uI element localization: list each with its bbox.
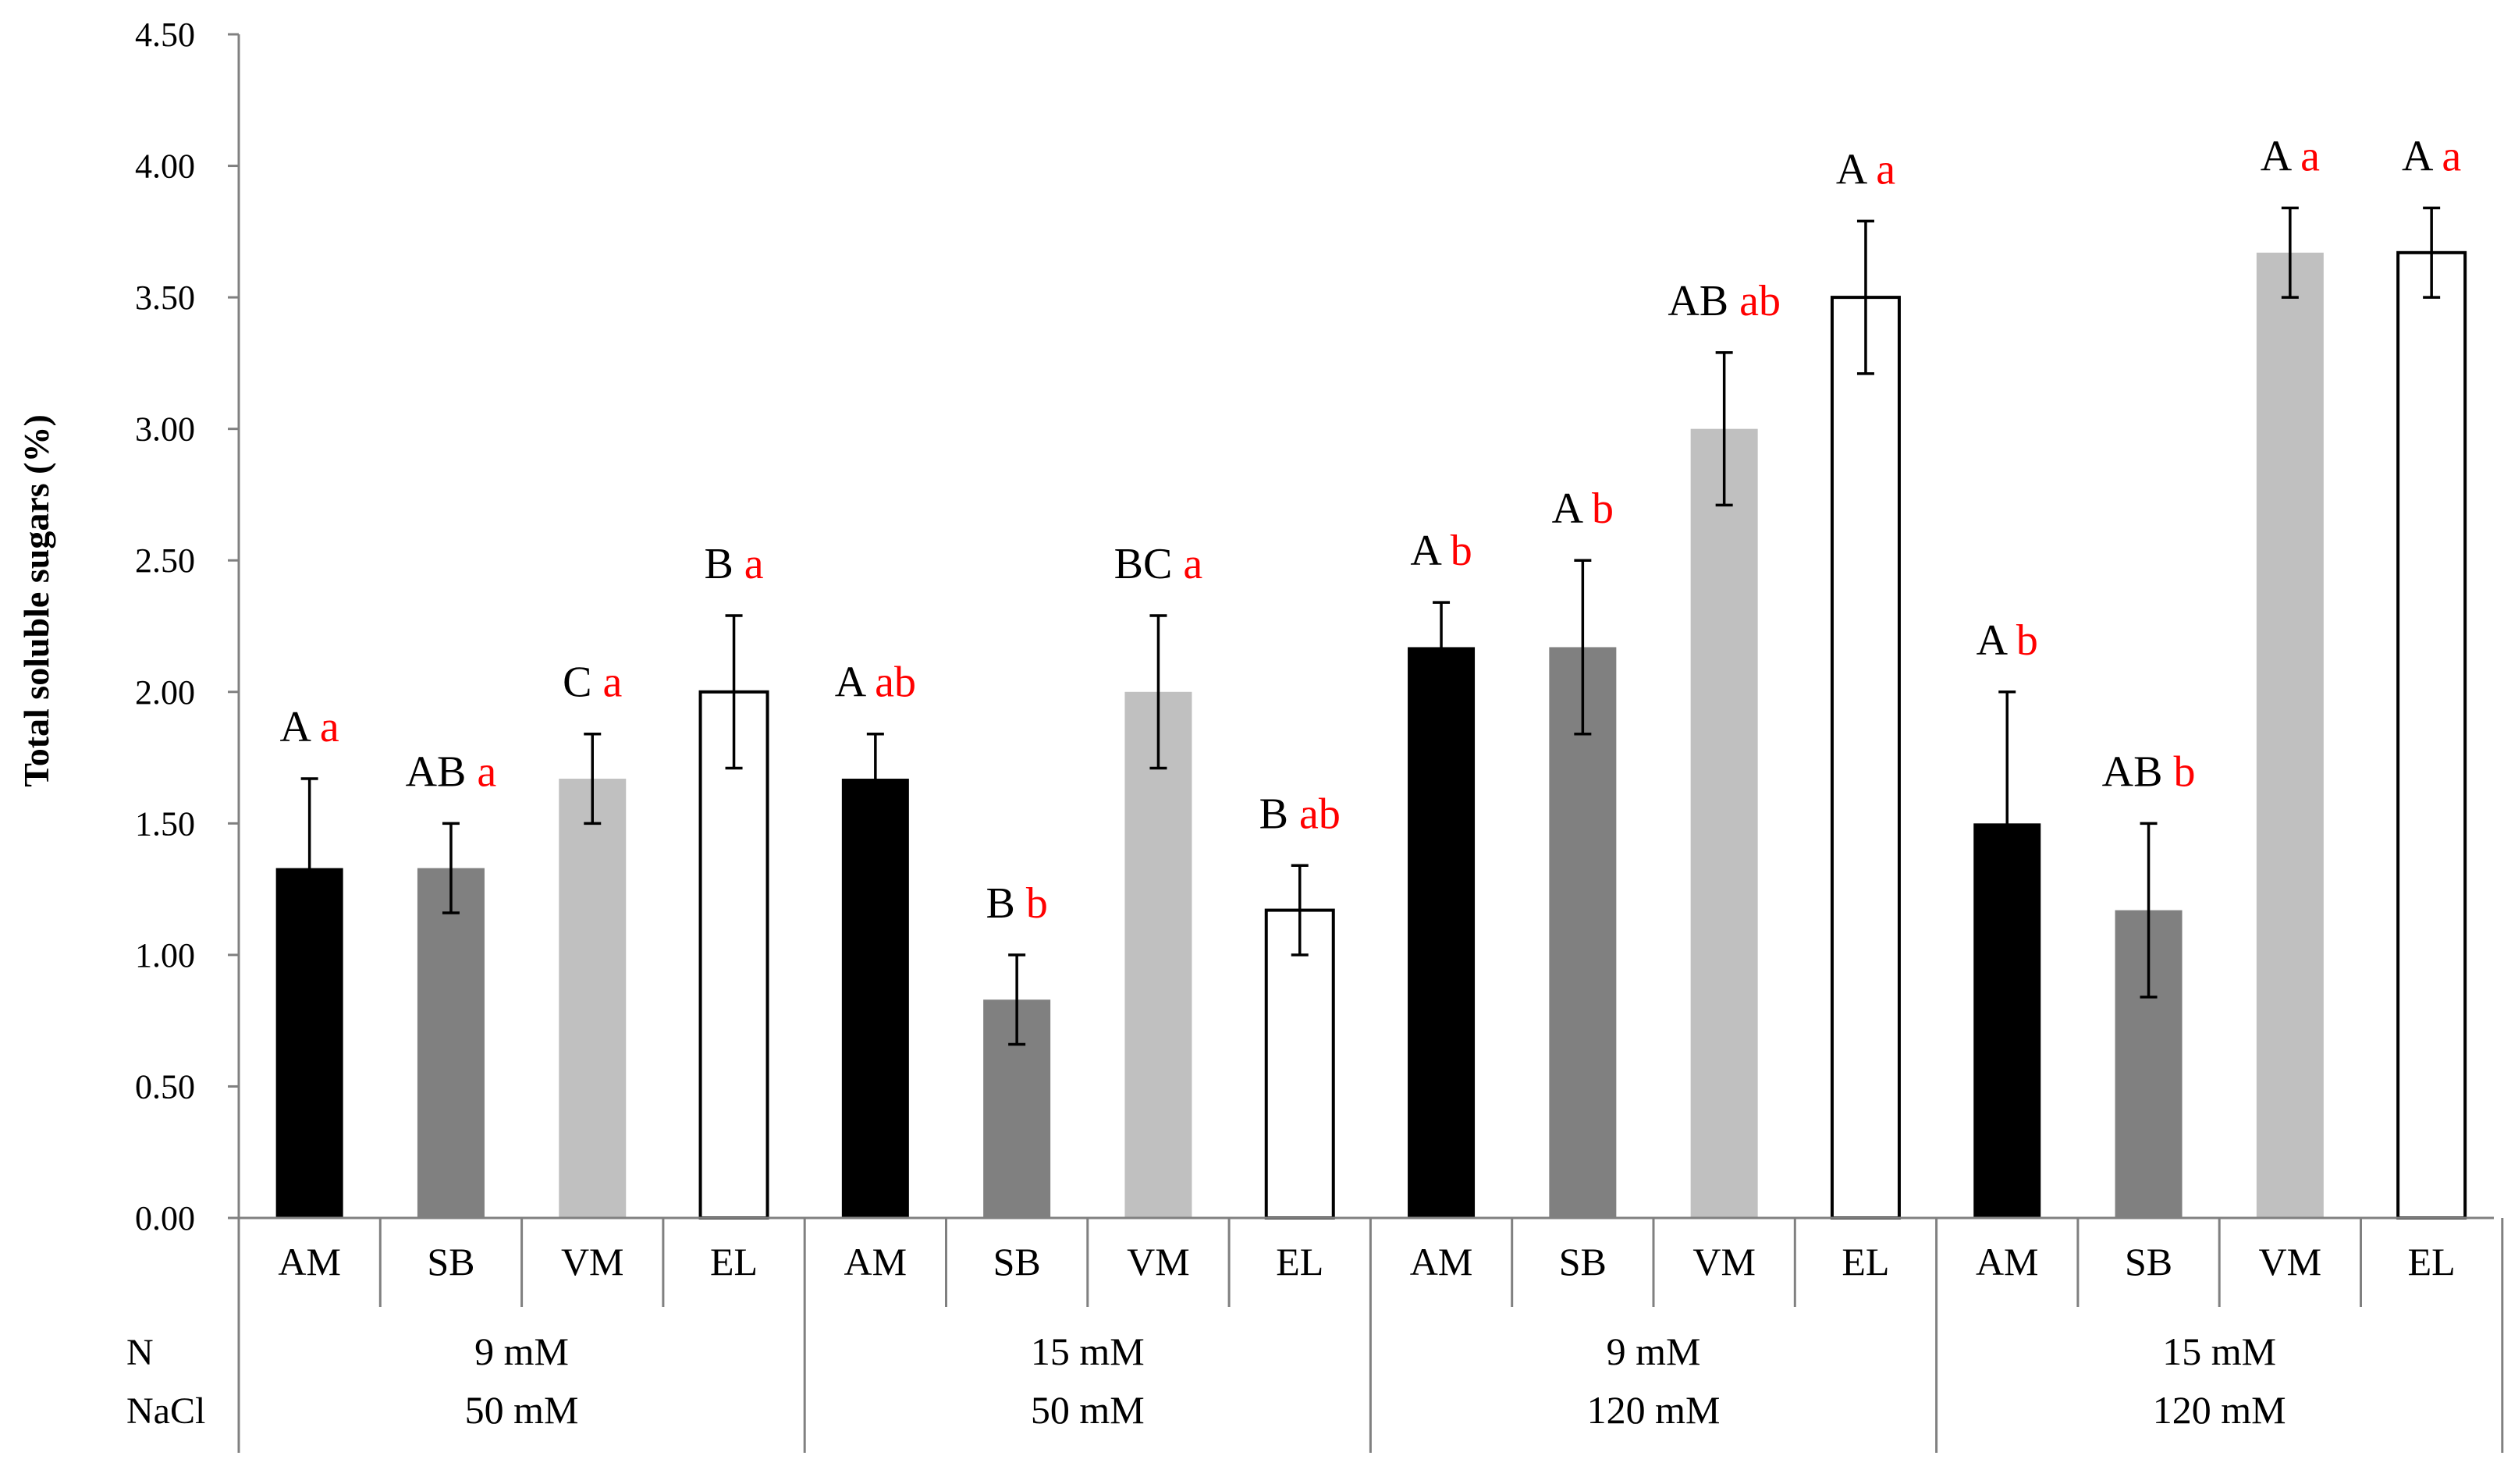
x-category-label: VM: [2259, 1240, 2322, 1283]
bar-el: [1264, 908, 1335, 1220]
y-tick-label: 4.50: [135, 16, 195, 54]
significance-label: A b: [1410, 527, 1472, 575]
significance-label: A b: [1552, 485, 1614, 533]
x-category-label: VM: [1127, 1240, 1190, 1283]
x-category-label: AM: [1410, 1240, 1473, 1283]
significance-label: C a: [563, 659, 622, 707]
group-nacl-label: 120 mM: [1587, 1388, 1721, 1432]
group-nacl-label: 120 mM: [2153, 1388, 2286, 1432]
group-n-label: 9 mM: [474, 1330, 569, 1373]
significance-label: AB b: [2102, 747, 2196, 796]
x-category-label: AM: [844, 1240, 907, 1283]
significance-label: AB ab: [1668, 277, 1781, 325]
significance-label: A ab: [835, 659, 916, 707]
x-category-label: VM: [1692, 1240, 1756, 1283]
bar-am: [841, 779, 909, 1218]
group-nacl-label: 50 mM: [465, 1388, 579, 1432]
bar-vm: [1690, 428, 1758, 1218]
bar-vm: [1124, 691, 1192, 1218]
significance-label: A a: [1836, 145, 1895, 193]
bar-el: [2396, 250, 2467, 1220]
bar-el: [698, 690, 769, 1220]
bar-sb: [1549, 647, 1617, 1218]
y-tick-label: 3.50: [135, 279, 195, 317]
group-n-label: 15 mM: [2162, 1330, 2276, 1373]
x-axis: N NaCl AM SB VM EL 9 mM 50 mM AM SB VM EL 15 mM 50 mM…: [126, 1216, 2504, 1453]
significance-label: B b: [986, 879, 1047, 928]
significance-label: A a: [2402, 132, 2461, 180]
y-tick-label: 0.50: [135, 1067, 195, 1106]
y-tick-label: 4.00: [135, 147, 195, 186]
significance-label: B ab: [1259, 790, 1341, 838]
y-axis-title: Total soluble sugars (%): [16, 414, 56, 787]
significance-label: A a: [280, 703, 339, 751]
x-category-label: VM: [561, 1240, 624, 1283]
y-tick-label: 1.00: [135, 936, 195, 975]
x-category-label: EL: [1842, 1240, 1889, 1283]
significance-label: AB a: [406, 747, 497, 796]
bar-sb: [417, 868, 485, 1218]
x-category-label: EL: [1276, 1240, 1323, 1283]
y-axis: 0.00 0.50 1.00 1.50 2.00 2.50 3.00 3.50 4.00 4.50: [135, 16, 240, 1237]
y-tick-label: 0.00: [135, 1199, 195, 1237]
y-tick-label: 3.00: [135, 410, 195, 449]
row-label-nacl: NaCl: [126, 1390, 205, 1432]
x-category-label: SB: [993, 1240, 1041, 1283]
bars: A a AB a C a B a A ab B b BC a B ab A b A b AB ab A…: [275, 132, 2467, 1220]
significance-label: A b: [1977, 616, 2038, 665]
y-tick-label: 1.50: [135, 804, 195, 843]
x-category-label: SB: [1559, 1240, 1607, 1283]
x-category-label: AM: [278, 1240, 341, 1283]
row-label-n: N: [126, 1332, 154, 1373]
bar-am: [1408, 647, 1476, 1218]
bar-el: [1830, 296, 1901, 1220]
group-n-label: 9 mM: [1607, 1330, 1701, 1373]
x-category-label: AM: [1976, 1240, 2039, 1283]
x-category-label: EL: [2408, 1240, 2456, 1283]
bar-vm: [559, 779, 627, 1218]
bar-vm: [2256, 252, 2324, 1218]
significance-label: A a: [2261, 132, 2320, 180]
significance-label: BC a: [1114, 540, 1203, 588]
x-category-label: SB: [427, 1240, 474, 1283]
group-nacl-label: 50 mM: [1031, 1388, 1145, 1432]
y-tick-label: 2.50: [135, 541, 195, 580]
group-n-label: 15 mM: [1031, 1330, 1145, 1373]
x-category-label: EL: [710, 1240, 758, 1283]
significance-label: B a: [704, 540, 763, 588]
x-category-label: SB: [2125, 1240, 2172, 1283]
y-tick-label: 2.00: [135, 673, 195, 712]
